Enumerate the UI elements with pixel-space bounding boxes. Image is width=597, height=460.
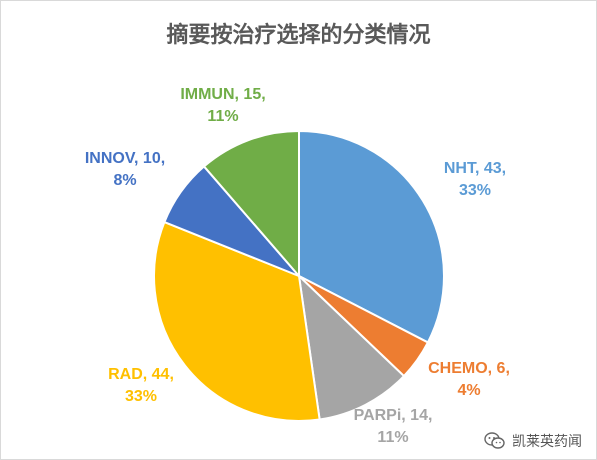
data-label-chemo: CHEMO, 6, 4%: [428, 360, 510, 399]
data-label-nht: NHT, 43, 33%: [444, 160, 506, 199]
data-label-immun: IMMUN, 15, 11%: [180, 86, 265, 125]
pie-slice-rad: [153, 220, 321, 422]
data-label-innov: INNOV, 10, 8%: [85, 150, 165, 189]
chart-title: 摘要按治疗选择的分类情况: [166, 23, 431, 48]
pie-slice-nht: [298, 129, 445, 344]
data-label-parpi: PARPi, 14, 11%: [354, 407, 433, 446]
wechat-icon: [484, 432, 505, 449]
pie-slice-parpi: [297, 273, 406, 421]
watermark-text: 凯莱英药闻: [512, 434, 582, 450]
data-label-rad: RAD, 44, 33%: [108, 366, 174, 405]
pie-slice-immun: [202, 129, 300, 279]
watermark: 凯莱英药闻: [484, 431, 582, 451]
